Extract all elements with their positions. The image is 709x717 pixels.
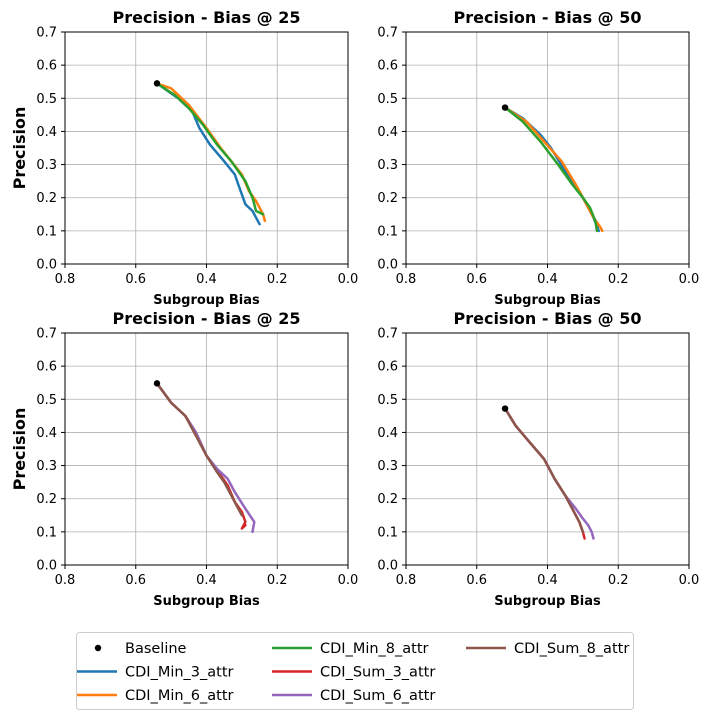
y-tick-label: 0.5 xyxy=(377,92,398,107)
baseline-point xyxy=(153,80,161,87)
y-tick-label: 0.0 xyxy=(377,559,398,574)
series-line-cdi-min-3-attr xyxy=(155,82,261,226)
y-tick-label: 0.0 xyxy=(36,559,57,574)
x-tick-label: 0.8 xyxy=(396,272,417,287)
legend: Baseline CDI_Min_3_attr CDI_Min_6_attr CDI_… xyxy=(76,632,634,710)
y-tick-label: 0.6 xyxy=(36,59,57,74)
y-tick-label: 0.7 xyxy=(36,26,57,41)
y-tick-label: 0.2 xyxy=(377,492,398,507)
y-tick-label: 0.2 xyxy=(377,191,398,206)
y-axis-label: Precision xyxy=(10,408,29,491)
x-tick-label: 0.8 xyxy=(396,573,417,588)
baseline-point xyxy=(501,405,509,412)
x-tick-label: 0.2 xyxy=(267,272,288,287)
legend-label: CDI_Min_3_attr xyxy=(125,665,234,681)
chart-panel-4: 0.8 0.6 0.4 0.2 0.0 0.0 0.1 0.2 0.3 0.4 0.5 0.6 0.7 P… xyxy=(377,309,699,609)
series-line-cdi-min-6-attr xyxy=(503,106,604,233)
y-tick-label: 0.0 xyxy=(377,258,398,273)
y-tick-label: 0.3 xyxy=(377,459,398,474)
x-tick-label: 0.0 xyxy=(338,272,359,287)
y-tick-label: 0.4 xyxy=(36,426,57,441)
series-line-cdi-sum-8-attr xyxy=(155,382,244,517)
baseline-point xyxy=(501,104,509,111)
y-axis-label: Precision xyxy=(10,107,29,190)
x-tick-label: 0.4 xyxy=(537,573,558,588)
legend-frame xyxy=(76,632,634,710)
series-line-cdi-min-8-attr xyxy=(503,106,599,233)
y-tick-label: 0.5 xyxy=(377,393,398,408)
y-tick-label: 0.0 xyxy=(36,258,57,273)
chart-title: Precision - Bias @ 50 xyxy=(453,309,641,328)
chart-panels: 0.8 0.6 0.4 0.2 0.0 0.0 0.1 0.2 0.3 0.4 0.5 0.6 0.7 P… xyxy=(10,8,699,609)
chart-title: Precision - Bias @ 25 xyxy=(112,8,300,27)
y-tick-label: 0.7 xyxy=(36,327,57,342)
x-tick-label: 0.4 xyxy=(196,272,217,287)
legend-label: CDI_Sum_3_attr xyxy=(320,665,435,681)
y-tick-label: 0.3 xyxy=(36,459,57,474)
x-tick-label: 0.4 xyxy=(537,272,558,287)
x-tick-label: 0.0 xyxy=(679,272,700,287)
legend-label: CDI_Sum_6_attr xyxy=(320,688,435,704)
x-tick-label: 0.2 xyxy=(608,573,629,588)
y-tick-label: 0.4 xyxy=(36,125,57,140)
x-tick-label: 0.4 xyxy=(196,573,217,588)
series-line-cdi-min-3-attr xyxy=(503,106,601,233)
x-tick-label: 0.8 xyxy=(55,573,76,588)
y-tick-label: 0.1 xyxy=(36,525,57,540)
y-tick-label: 0.6 xyxy=(377,59,398,74)
chart-title: Precision - Bias @ 25 xyxy=(112,309,300,328)
chart-panel-3: 0.8 0.6 0.4 0.2 0.0 0.0 0.1 0.2 0.3 0.4 0.5 0.6 0.7 P… xyxy=(10,309,358,609)
x-tick-label: 0.6 xyxy=(125,272,146,287)
x-tick-label: 0.2 xyxy=(267,573,288,588)
y-tick-label: 0.4 xyxy=(377,426,398,441)
y-tick-label: 0.7 xyxy=(377,327,398,342)
x-tick-label: 0.0 xyxy=(338,573,359,588)
x-axis-label: Subgroup Bias xyxy=(153,293,260,308)
y-tick-label: 0.5 xyxy=(36,92,57,107)
x-tick-label: 0.6 xyxy=(125,573,146,588)
x-tick-label: 0.6 xyxy=(466,573,487,588)
chart-panel-1: 0.8 0.6 0.4 0.2 0.0 0.0 0.1 0.2 0.3 0.4 0.5 0.6 0.7 P… xyxy=(10,8,358,308)
y-tick-label: 0.7 xyxy=(377,26,398,41)
x-axis-label: Subgroup Bias xyxy=(494,293,601,308)
legend-label: Baseline xyxy=(125,641,187,657)
legend-label: CDI_Sum_8_attr xyxy=(514,641,629,657)
series-line-cdi-min-8-attr xyxy=(155,82,265,216)
x-axis-label: Subgroup Bias xyxy=(153,594,260,609)
y-tick-label: 0.1 xyxy=(377,525,398,540)
y-tick-label: 0.1 xyxy=(36,224,57,239)
x-tick-label: 0.2 xyxy=(608,272,629,287)
y-tick-label: 0.6 xyxy=(377,360,398,375)
y-tick-label: 0.2 xyxy=(36,492,57,507)
series-line-cdi-sum-3-attr xyxy=(155,382,247,530)
y-tick-label: 0.2 xyxy=(36,191,57,206)
x-tick-label: 0.0 xyxy=(679,573,700,588)
x-tick-label: 0.8 xyxy=(55,272,76,287)
y-tick-label: 0.3 xyxy=(377,158,398,173)
y-tick-label: 0.1 xyxy=(377,224,398,239)
y-tick-label: 0.5 xyxy=(36,393,57,408)
legend-label: CDI_Min_6_attr xyxy=(125,688,234,704)
y-tick-label: 0.4 xyxy=(377,125,398,140)
x-tick-label: 0.6 xyxy=(466,272,487,287)
legend-marker-baseline xyxy=(94,644,102,652)
legend-label: CDI_Min_8_attr xyxy=(320,641,429,657)
chart-panel-2: 0.8 0.6 0.4 0.2 0.0 0.0 0.1 0.2 0.3 0.4 0.5 0.6 0.7 P… xyxy=(377,8,699,308)
x-axis-label: Subgroup Bias xyxy=(494,594,601,609)
chart-title: Precision - Bias @ 50 xyxy=(453,8,641,27)
y-tick-label: 0.3 xyxy=(36,158,57,173)
y-tick-label: 0.6 xyxy=(36,360,57,375)
series-line-cdi-sum-8-attr xyxy=(503,407,585,534)
baseline-point xyxy=(153,380,161,387)
series-line-cdi-min-6-attr xyxy=(155,82,267,223)
